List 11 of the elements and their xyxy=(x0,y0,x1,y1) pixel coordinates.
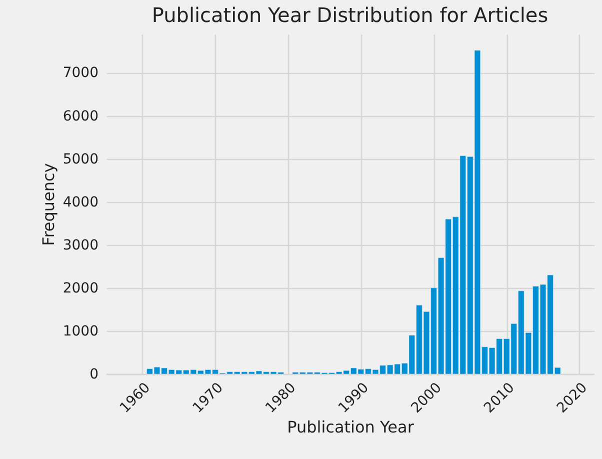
x-axis-title: Publication Year xyxy=(287,418,414,437)
y-tick-label: 4000 xyxy=(62,194,98,210)
y-tick-label: 1000 xyxy=(62,323,98,340)
y-tick-label: 6000 xyxy=(62,108,98,124)
y-axis-title: Frequency xyxy=(38,163,58,246)
y-tick-label: 3000 xyxy=(62,237,98,254)
y-tick-label: 7000 xyxy=(62,65,98,82)
y-tick-label: 2000 xyxy=(62,280,98,296)
y-tick-label: 5000 xyxy=(62,151,98,168)
y-tick-label: 0 xyxy=(90,366,98,382)
chart-title: Publication Year Distribution for Articles xyxy=(152,3,548,27)
